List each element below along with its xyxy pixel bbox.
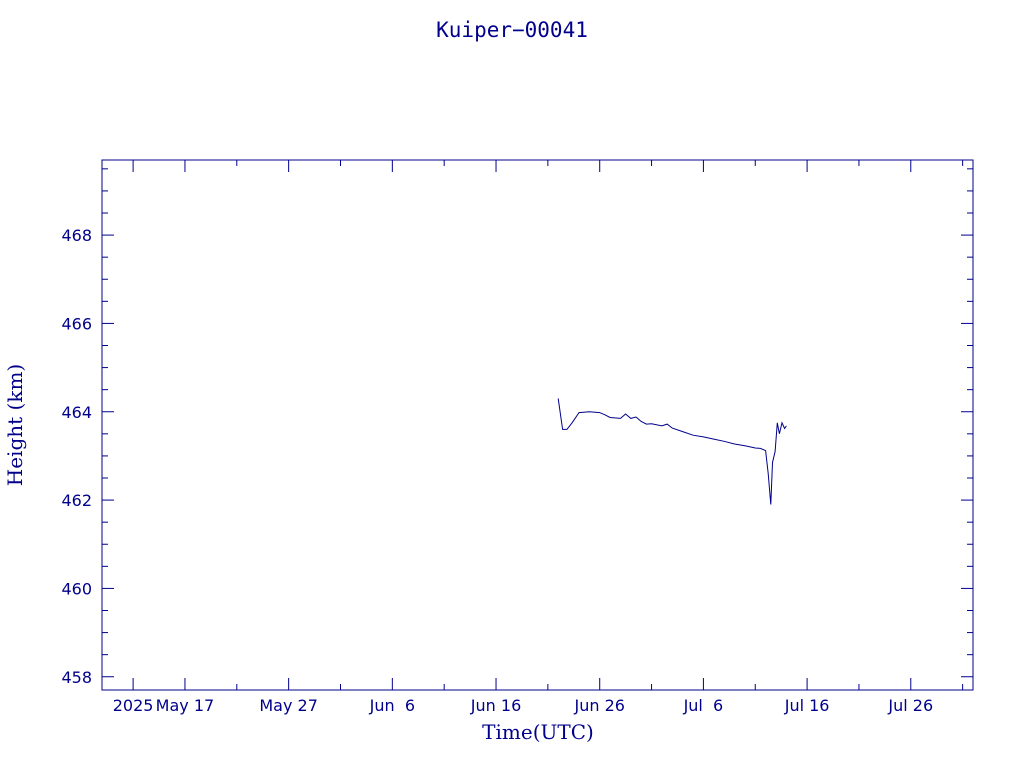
y-axis-label: Height (km) (3, 364, 27, 486)
x-tick-label: May 17 (156, 696, 215, 715)
x-tick-label: Jul 6 (683, 696, 724, 715)
x-tick-label: Jul 26 (887, 696, 933, 715)
series-line (557, 398, 787, 505)
y-tick-label: 468 (61, 226, 92, 245)
x-tick-label: 2025 (113, 696, 154, 715)
x-tick-label: May 27 (259, 696, 318, 715)
y-tick-label: 466 (61, 314, 92, 333)
y-tick-labels: 458 460 462 464 466 468 (61, 226, 92, 687)
x-tick-label: Jul 16 (784, 696, 830, 715)
x-tick-label: Jun 6 (369, 696, 415, 715)
plot-frame (101, 159, 974, 691)
x-tick-labels: 2025 May 17 May 27 Jun 6 Jun 16 Jun 26 Jul 6 Ju… (113, 696, 933, 715)
y-tick-label: 460 (61, 579, 92, 598)
y-tick-label: 464 (61, 403, 92, 422)
x-tick-label: Jun 16 (470, 696, 521, 715)
y-tick-label: 458 (61, 668, 92, 687)
y-tick-label: 462 (61, 491, 92, 510)
x-axis-label: Time(UTC) (482, 720, 594, 744)
chart-title: Kuiper−00041 (436, 18, 588, 42)
axis-ticks (102, 160, 973, 690)
x-tick-label: Jun 26 (573, 696, 624, 715)
